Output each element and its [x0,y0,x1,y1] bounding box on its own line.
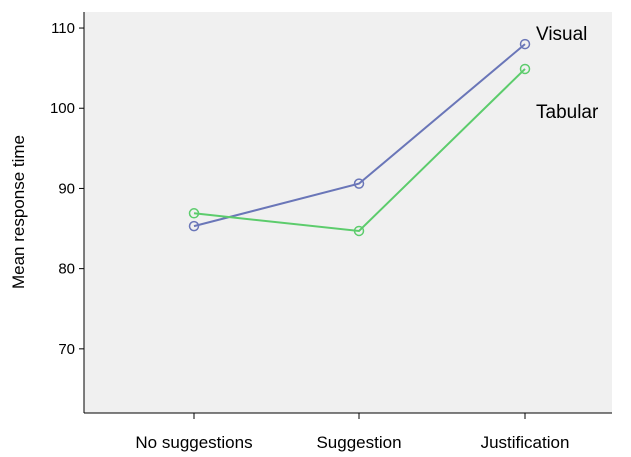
data-point-tabular [519,63,531,75]
series-label-visual: Visual [536,24,587,45]
plot-area [84,12,612,413]
x-tick-label: No suggestions [135,433,252,452]
y-tick-label: 80 [58,261,75,278]
y-tick-label: 110 [51,20,75,37]
x-axis-ticks: No suggestions Suggestion Justification [135,413,569,452]
data-point-tabular [353,225,365,237]
series-lines [193,43,526,232]
x-tick-label: Suggestion [316,433,401,452]
series-line-tabular [193,68,526,232]
data-point-visual [519,38,531,50]
y-axis-title: Mean response time [9,135,28,289]
series-label-tabular: Tabular [536,102,599,123]
x-tick-label: Justification [481,433,570,452]
data-point-tabular [188,208,200,219]
series-line-visual [193,43,526,228]
data-point-visual [188,220,200,232]
y-tick-label: 90 [58,180,75,197]
y-axis-ticks: 70 80 90 100 110 [50,20,84,358]
series-points [188,38,531,237]
y-tick-label: 100 [50,100,75,117]
y-tick-label: 70 [58,341,75,358]
data-point-visual [353,178,365,189]
